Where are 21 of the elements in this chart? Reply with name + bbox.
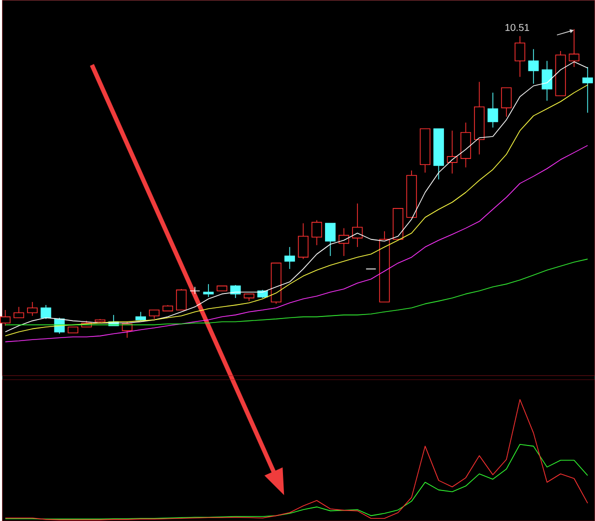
candlestick: [568, 28, 580, 68]
candlestick: [488, 92, 498, 128]
candlestick: [27, 301, 38, 316]
candlestick: [190, 286, 200, 294]
candlestick: [14, 306, 24, 318]
candlestick: [176, 288, 187, 310]
candlestick: [40, 304, 52, 320]
candlestick: [203, 284, 214, 298]
candlestick: [312, 220, 322, 246]
candlestick: [501, 87, 512, 118]
candlestick: [352, 202, 363, 248]
annotation: 10.51: [506, 24, 530, 31]
candlestick: [542, 60, 552, 101]
candlestick: [230, 284, 241, 298]
candlestick: [528, 48, 539, 84]
candlestick: [284, 246, 295, 270]
candlestick: [582, 66, 593, 114]
candlestick: [514, 36, 526, 78]
candlestick: [325, 222, 336, 256]
candlestick: [298, 222, 309, 260]
candlestick: [446, 130, 458, 174]
